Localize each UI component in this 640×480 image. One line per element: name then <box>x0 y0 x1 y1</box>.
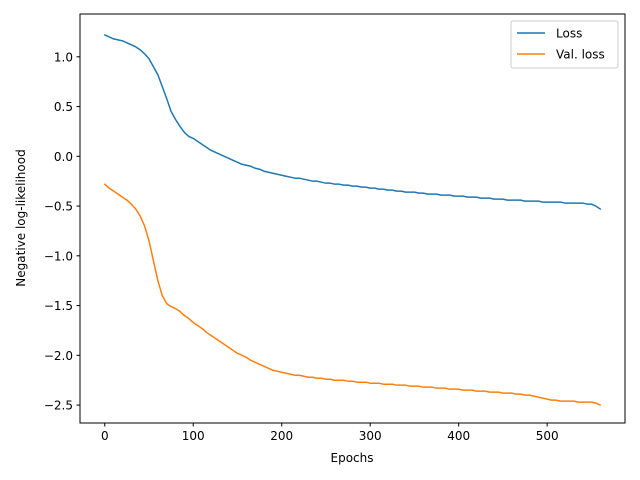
y-tick-label: 0.0 <box>54 150 73 164</box>
y-tick-label: −2.5 <box>44 399 73 413</box>
x-tick-label: 500 <box>536 429 559 443</box>
x-axis: 0 100 200 300 400 500 <box>101 423 559 443</box>
plot-frame <box>79 13 626 424</box>
y-axis: −2.5 −2.0 −1.5 −1.0 −0.5 0.0 0.5 1.0 <box>44 50 80 413</box>
y-tick-label: −1.0 <box>44 249 73 263</box>
x-tick-label: 100 <box>182 429 205 443</box>
y-tick-label: 1.0 <box>54 50 73 64</box>
series-line-loss <box>104 34 601 210</box>
legend-label: Loss <box>556 27 582 41</box>
series-line-val-loss <box>104 183 601 406</box>
y-tick-label: −0.5 <box>44 200 73 214</box>
legend-label: Val. loss <box>556 48 605 62</box>
y-axis-label: Negative log-likelihood <box>14 149 28 286</box>
x-tick-label: 0 <box>101 429 109 443</box>
series-layer <box>104 34 601 406</box>
x-tick-label: 400 <box>447 429 470 443</box>
x-tick-label: 200 <box>270 429 293 443</box>
x-tick-label: 300 <box>359 429 382 443</box>
y-tick-label: 0.5 <box>54 100 73 114</box>
y-tick-label: −1.5 <box>44 299 73 313</box>
x-axis-label: Epochs <box>331 451 374 465</box>
y-tick-label: −2.0 <box>44 349 73 363</box>
legend: Loss Val. loss <box>510 20 619 69</box>
